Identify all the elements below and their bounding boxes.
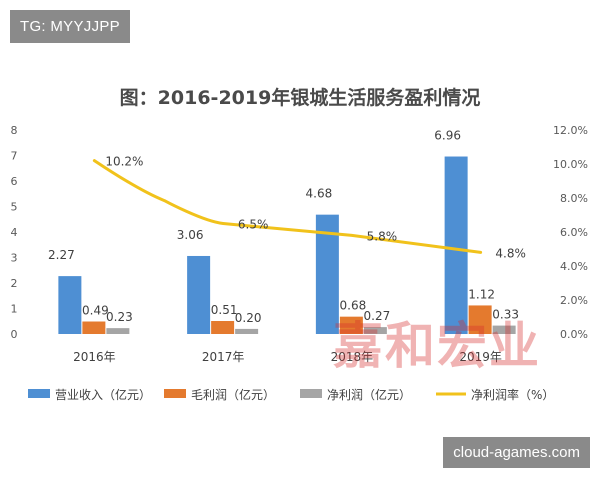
bar-value-label: 0.33 [492, 308, 519, 322]
bar [492, 325, 516, 334]
legend-label: 净利润（亿元） [327, 387, 411, 402]
bar-value-label: 2.27 [48, 248, 75, 262]
legend-label: 营业收入（亿元） [55, 387, 151, 402]
source-badge: cloud-agames.com [443, 437, 590, 468]
bar-value-label: 1.12 [468, 287, 495, 301]
y-right-tick-label: 12.0% [553, 124, 588, 137]
line-series-net-margin [92, 159, 483, 254]
bar [82, 321, 106, 334]
bar-value-label: 3.06 [177, 228, 204, 242]
bar-value-label: 0.20 [235, 311, 262, 325]
y-right-tick-label: 8.0% [560, 192, 588, 205]
y-left-tick-label: 5 [11, 201, 18, 214]
legend-swatch [28, 389, 50, 398]
bar [315, 214, 339, 334]
line-value-label: 5.8% [367, 229, 398, 243]
bar [187, 255, 211, 334]
bar [58, 276, 82, 334]
y-right-tick-label: 6.0% [560, 226, 588, 239]
bar-value-label: 0.23 [106, 310, 133, 324]
y-left-tick-label: 0 [11, 328, 18, 341]
watermark: 嘉和宏业 [333, 317, 541, 375]
y-left-tick-label: 4 [11, 226, 18, 239]
bar [211, 320, 235, 334]
bar-value-label: 0.49 [82, 304, 109, 318]
bar-value-label: 0.68 [340, 299, 367, 313]
bar-value-label: 0.51 [211, 303, 238, 317]
y-left-tick-label: 2 [11, 277, 18, 290]
y-left-tick-label: 6 [11, 175, 18, 188]
y-left-tick-label: 7 [11, 150, 18, 163]
y-left-tick-label: 1 [11, 303, 18, 316]
x-tick-label: 2018年 [331, 350, 374, 364]
y-left-tick-label: 8 [11, 124, 18, 137]
bar [106, 328, 130, 334]
y-left-tick-label: 3 [11, 252, 18, 265]
bar-value-label: 6.96 [434, 129, 461, 143]
x-tick-label: 2019年 [459, 350, 502, 364]
y-right-tick-label: 0.0% [560, 328, 588, 341]
x-tick-label: 2016年 [73, 350, 116, 364]
line-value-label: 6.5% [238, 218, 269, 232]
legend-swatch [164, 389, 186, 398]
legend-label: 净利润率（%） [471, 387, 554, 402]
legend-swatch [300, 389, 322, 398]
line-value-label: 4.8% [495, 246, 526, 260]
chart-title: 图：2016-2019年银城生活服务盈利情况 [120, 86, 481, 109]
tg-badge: TG: MYYJJPP [10, 10, 130, 43]
bar-value-label: 4.68 [306, 187, 333, 201]
bar [468, 305, 492, 334]
y-right-tick-label: 10.0% [553, 158, 588, 171]
bar [444, 156, 468, 334]
bar [339, 316, 363, 334]
line-value-label: 10.2% [105, 155, 143, 169]
y-right-tick-label: 4.0% [560, 260, 588, 273]
x-tick-label: 2017年 [202, 350, 245, 364]
y-right-tick-label: 2.0% [560, 294, 588, 307]
bar [235, 328, 259, 334]
legend-label: 毛利润（亿元） [191, 387, 275, 402]
bar-value-label: 0.27 [364, 309, 391, 323]
bar [363, 327, 387, 334]
